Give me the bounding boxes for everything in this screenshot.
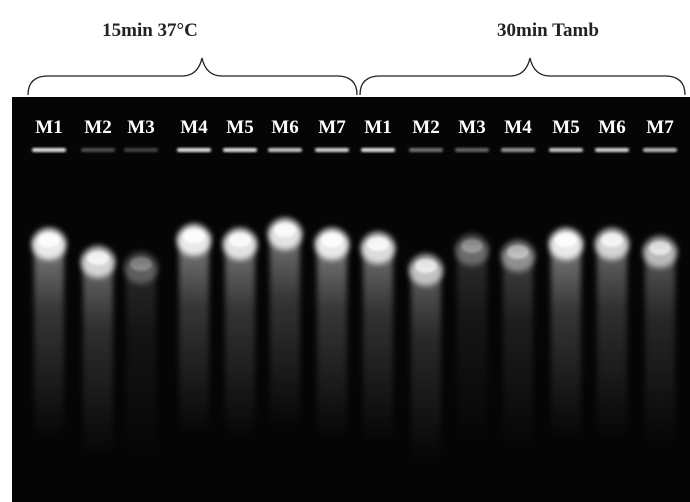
lane-label: M5: [226, 117, 253, 138]
well: [177, 148, 211, 152]
smear: [179, 236, 209, 436]
band-core: [555, 233, 577, 247]
smear: [270, 230, 300, 430]
group-label: 30min Tamb: [497, 20, 599, 41]
smear: [503, 252, 533, 452]
gel-figure: 15min 37°C 30min Tamb M1 M2 M3 M4 M5 M6 M7 M1 M2…: [0, 0, 690, 502]
lane-label: M3: [127, 117, 154, 138]
gel: [12, 97, 690, 502]
lane-label: M5: [552, 117, 579, 138]
band-core: [507, 245, 529, 259]
well: [315, 148, 349, 152]
lane-label: M6: [271, 117, 298, 138]
lane-label: M4: [180, 117, 208, 138]
well: [409, 148, 443, 152]
well: [501, 148, 535, 152]
band-core: [321, 233, 343, 247]
band-core: [649, 241, 671, 255]
smear: [225, 240, 255, 440]
band-core: [601, 233, 623, 247]
lane-label: M2: [412, 117, 439, 138]
well: [223, 148, 257, 152]
band-core: [87, 251, 109, 265]
smear: [363, 244, 393, 444]
well: [32, 148, 66, 152]
smear: [645, 248, 675, 448]
smear: [34, 240, 64, 440]
group-label: 15min 37°C: [102, 20, 198, 41]
lane-label: M4: [504, 117, 532, 138]
lane-label: M3: [458, 117, 485, 138]
smear: [457, 246, 487, 446]
well: [595, 148, 629, 152]
well: [124, 148, 158, 152]
band-core: [367, 237, 389, 251]
lane-label: M7: [646, 117, 674, 138]
well: [549, 148, 583, 152]
well: [361, 148, 395, 152]
smear: [597, 240, 627, 440]
well: [643, 148, 677, 152]
smear: [551, 240, 581, 440]
smear: [83, 258, 113, 458]
band-core: [130, 257, 152, 271]
band-core: [415, 259, 437, 273]
bracket: [360, 58, 685, 95]
band-core: [274, 223, 296, 237]
bracket: [28, 58, 357, 95]
band-core: [183, 229, 205, 243]
lane-label: M1: [35, 117, 62, 138]
well: [268, 148, 302, 152]
lane-label: M1: [364, 117, 391, 138]
well: [455, 148, 489, 152]
lane-label: M2: [84, 117, 111, 138]
smear: [126, 264, 156, 464]
well: [81, 148, 115, 152]
smear: [317, 240, 347, 440]
band-core: [461, 239, 483, 253]
smear: [411, 266, 441, 466]
band-core: [229, 233, 251, 247]
band-core: [38, 233, 60, 247]
lane-label: M6: [598, 117, 625, 138]
lane-label: M7: [318, 117, 346, 138]
